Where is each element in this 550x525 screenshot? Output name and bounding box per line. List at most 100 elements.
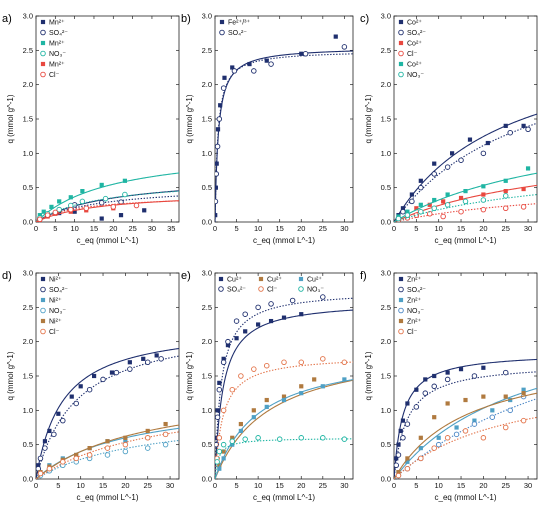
- x-tick-label: 5: [234, 224, 238, 233]
- data-point: [251, 415, 256, 420]
- data-point: [215, 459, 220, 465]
- data-point: [398, 428, 403, 434]
- data-point: [44, 212, 51, 218]
- data-point: [268, 318, 274, 324]
- data-series: [36, 190, 179, 222]
- legend-marker: [398, 19, 404, 25]
- data-point: [118, 213, 124, 218]
- y-tick-label: 1.0: [202, 149, 212, 158]
- data-point: [113, 369, 120, 376]
- y-axis-label: q (mmol g^-1): [6, 94, 15, 143]
- fit-curve: [394, 358, 537, 479]
- data-point: [49, 204, 54, 209]
- chart-panel: d) 0.0 0.5 1.0 1.5 2.0 2.5 3.0 0 5 10 15 20 25 30 c_eq …: [2, 269, 180, 502]
- x-tick-label: 0: [34, 481, 38, 490]
- legend-marker: [40, 40, 46, 46]
- data-point: [73, 455, 79, 462]
- data-point: [298, 435, 305, 441]
- x-axis-label: c_eq (mmol L^-1): [253, 493, 315, 502]
- legend-marker: [40, 50, 46, 57]
- legend-label: NO₃⁻: [49, 51, 66, 58]
- x-tick-label: 10: [435, 481, 443, 490]
- y-tick-label: 0.5: [23, 183, 33, 192]
- panel-label: e): [181, 270, 191, 282]
- y-axis-label: q (mmol g^-1): [364, 94, 373, 143]
- data-point: [122, 441, 129, 448]
- data-point: [281, 394, 287, 399]
- fit-curve: [36, 355, 179, 479]
- y-tick-label: 1.5: [202, 115, 212, 124]
- fit-curve: [36, 424, 179, 479]
- y-tick-label: 2.5: [381, 46, 391, 55]
- fit-curve: [36, 172, 179, 222]
- data-point: [458, 208, 464, 215]
- legend-marker: [218, 276, 224, 282]
- data-point: [503, 189, 508, 194]
- legend-label: Ni²⁺: [49, 277, 62, 284]
- data-point: [341, 436, 348, 442]
- data-point: [333, 34, 338, 39]
- x-tick-label: 15: [90, 224, 98, 233]
- y-axis-label: q (mmol g^-1): [364, 351, 373, 400]
- data-point: [418, 202, 423, 207]
- y-axis-label: q (mmol g^-1): [6, 351, 15, 400]
- data-point: [220, 407, 227, 414]
- x-tick-label: 15: [457, 481, 465, 490]
- data-point: [42, 439, 48, 444]
- data-point: [502, 424, 509, 431]
- data-point: [396, 470, 401, 475]
- legend-marker: [398, 40, 404, 46]
- data-point: [215, 143, 221, 150]
- data-point: [463, 397, 468, 403]
- x-tick-label: 5: [414, 224, 418, 233]
- data-point: [481, 192, 486, 197]
- data-point: [238, 428, 243, 434]
- data-point: [264, 404, 269, 409]
- data-point: [225, 343, 231, 348]
- data-point: [256, 322, 261, 327]
- x-tick-label: 15: [99, 481, 107, 490]
- data-point: [251, 68, 257, 74]
- legend-label: SO₄²⁻: [407, 30, 426, 37]
- x-tick-label: 15: [457, 224, 465, 233]
- data-point: [413, 212, 420, 218]
- data-point: [341, 44, 348, 50]
- x-tick-label: 25: [319, 481, 327, 490]
- data-point: [418, 435, 423, 440]
- data-point: [268, 301, 274, 307]
- y-axis-label: q (mmol g^-1): [185, 351, 194, 400]
- data-point: [36, 463, 41, 468]
- y-tick-label: 0.5: [381, 183, 391, 192]
- data-point: [255, 435, 261, 441]
- data-point: [298, 359, 305, 366]
- x-tick-label: 20: [109, 224, 117, 233]
- data-point: [102, 195, 109, 202]
- data-point: [264, 397, 269, 403]
- fit-curve: [215, 50, 353, 222]
- legend-marker: [398, 61, 404, 67]
- data-point: [400, 206, 406, 211]
- legend-marker: [398, 50, 404, 57]
- data-point: [467, 137, 473, 142]
- data-point: [281, 359, 287, 366]
- data-point: [427, 202, 432, 207]
- data-point: [144, 435, 151, 441]
- data-point: [423, 377, 428, 382]
- data-point: [231, 68, 238, 74]
- y-tick-label: 3.0: [381, 269, 391, 278]
- data-point: [481, 365, 486, 370]
- x-tick-label: 5: [414, 481, 418, 490]
- data-point: [418, 446, 423, 451]
- y-tick-label: 3.0: [202, 269, 212, 278]
- legend-marker: [219, 29, 225, 36]
- data-point: [432, 373, 437, 379]
- y-tick-label: 0.5: [202, 183, 212, 192]
- x-tick-label: 5: [234, 481, 238, 490]
- data-point: [104, 445, 111, 451]
- legend-label: SO₄²⁻: [227, 287, 246, 294]
- y-tick-label: 2.0: [381, 80, 391, 89]
- data-point: [141, 356, 146, 361]
- data-point: [299, 391, 304, 396]
- data-point: [462, 428, 469, 434]
- data-point: [418, 208, 424, 215]
